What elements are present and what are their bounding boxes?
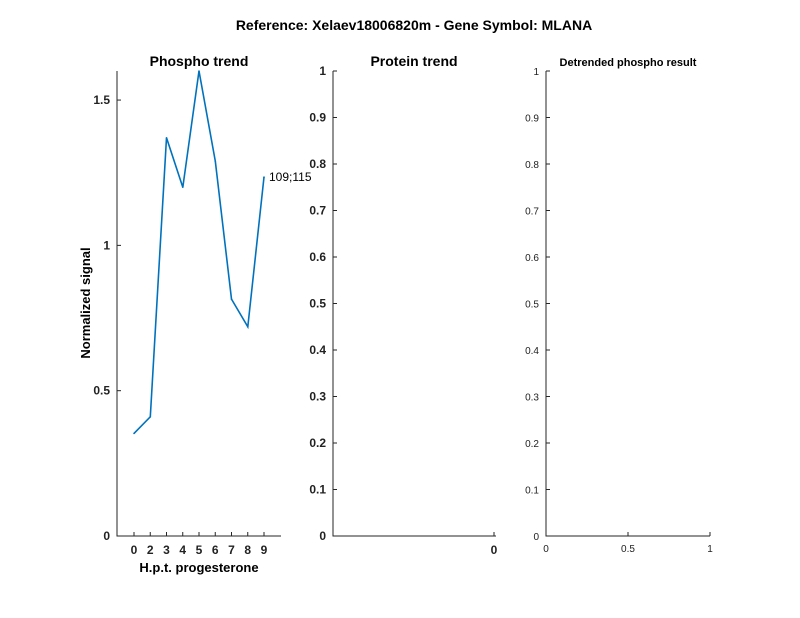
phospho-y-tick-label: 1 [103, 238, 110, 252]
protein-y-tick-label: 0.8 [309, 157, 326, 171]
phospho-data-point [181, 186, 184, 189]
phospho-series-end-label: 109;115 [269, 170, 312, 184]
phospho-x-tick-label: 8 [244, 543, 251, 557]
phospho-data-point [263, 176, 265, 178]
phospho-x-tick-label: 7 [228, 543, 235, 557]
detrended-y-tick-label: 0.6 [525, 253, 539, 264]
phospho-data-point [133, 432, 135, 435]
phospho-axes-lines [116, 71, 281, 537]
protein-y-tick-label: 0.9 [309, 111, 326, 125]
detrended-y-tick-label: 1 [533, 67, 539, 78]
protein-y-tick-label: 0.2 [309, 436, 326, 450]
detrended-y-tick-label: 0.1 [525, 486, 539, 497]
detrended-axes-lines [545, 71, 710, 537]
detrended-y-tick-label: 0.9 [525, 114, 539, 125]
phospho-x-tick-label: 0 [131, 543, 138, 557]
protein-x-axis: 0 [491, 532, 498, 557]
phospho-data-point [165, 137, 168, 139]
phospho-x-tick-label: 9 [261, 543, 268, 557]
detrended-y-tick-label: 0.5 [525, 300, 539, 311]
detrended-phospho-title: Detrended phospho result [560, 57, 697, 69]
phospho-data-points [133, 70, 265, 435]
phospho-y-tick-label: 0.5 [93, 384, 110, 398]
figure-title: Reference: Xelaev18006820m - Gene Symbol… [236, 17, 592, 33]
protein-x-tick-label: 0 [491, 543, 498, 557]
detrended-y-tick-label: 0.3 [525, 393, 539, 404]
phospho-data-point [246, 325, 249, 328]
detrended-x-tick-label: 0 [543, 544, 549, 555]
detrended-x-axis: 0 0.5 1 [543, 532, 713, 555]
protein-y-axis: 0 0.1 0.2 0.3 0.4 0.5 0.6 0.7 0.8 0.9 1 [309, 64, 337, 543]
detrended-y-tick-label: 0.8 [525, 160, 539, 171]
phospho-data-point [198, 70, 200, 72]
protein-trend-panel: Protein trend 00.10.20.30.40.50.60.70.80… [309, 53, 497, 557]
phospho-data-point [214, 160, 217, 162]
detrended-phospho-panel: Detrended phospho result 0 0.1 0.2 0.3 0.4 0.… [525, 57, 713, 555]
phospho-x-tick-label: 6 [212, 543, 219, 557]
protein-y-tick-label: 1 [319, 64, 326, 78]
protein-trend-title: Protein trend [370, 53, 457, 69]
protein-y-tick-label: 0.4 [309, 343, 326, 357]
detrended-y-tick-label: 0.4 [525, 346, 539, 357]
detrended-y-tick-label: 0.7 [525, 207, 539, 218]
protein-y-tick-label: 0.3 [309, 390, 326, 404]
phospho-x-axis-label: H.p.t. progesterone [139, 560, 258, 575]
phospho-x-tick-label: 2 [147, 543, 154, 557]
protein-y-tick-label: 0.5 [309, 297, 326, 311]
phospho-y-tick-label: 1.5 [93, 93, 110, 107]
phospho-x-tick-label: 3 [163, 543, 170, 557]
phospho-series-line [133, 70, 265, 434]
phospho-trend-title: Phospho trend [150, 53, 249, 69]
protein-y-tick-label: 0.1 [309, 483, 326, 497]
detrended-x-tick-label: 1 [707, 544, 713, 555]
detrended-y-axis: 0 0.1 0.2 0.3 0.4 0.5 0.6 0.7 0.8 0.9 1 [525, 67, 550, 543]
detrended-y-tick-label: 0 [533, 532, 539, 543]
detrended-y-tick-label: 0.2 [525, 439, 539, 450]
phospho-data-point [149, 416, 152, 418]
phospho-y-tick-label: 0 [103, 529, 110, 543]
protein-axes-lines [332, 71, 496, 537]
phospho-x-tick-label: 4 [179, 543, 186, 557]
protein-y-tick-label: 0.7 [309, 204, 326, 218]
phospho-y-axis-label: Normalized signal [78, 247, 93, 358]
protein-y-tick-label: 0.6 [309, 250, 326, 264]
phospho-x-tick-label: 5 [196, 543, 203, 557]
phospho-data-point [230, 298, 233, 300]
detrended-x-tick-label: 0.5 [621, 544, 635, 555]
protein-y-tick-label: 0 [319, 529, 326, 543]
phospho-y-axis: 0 0.5 1 1.5 [93, 93, 121, 543]
